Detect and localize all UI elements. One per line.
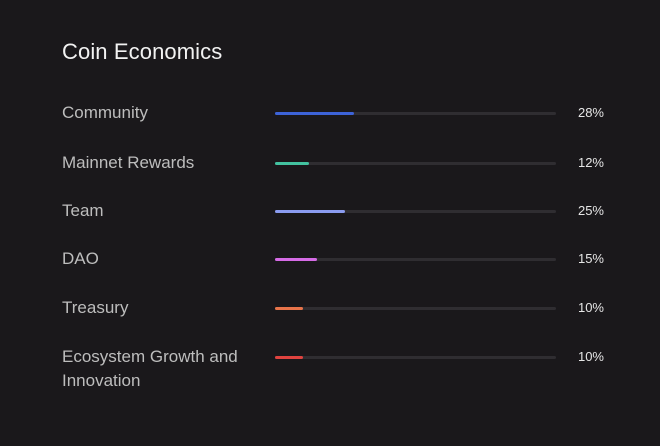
allocation-bar-fill (275, 307, 304, 310)
allocation-label: DAO (62, 249, 99, 268)
allocation-bar-track (275, 307, 556, 310)
allocation-label: Ecosystem Growth and Innovation (62, 347, 238, 390)
allocation-percent: 28% (577, 105, 604, 120)
allocation-bar-track (275, 356, 556, 359)
allocation-bar-fill (275, 258, 318, 261)
allocation-percent: 25% (577, 203, 604, 218)
allocation-bar-fill (275, 162, 309, 165)
allocation-percent: 15% (577, 251, 604, 266)
allocation-bar-fill (275, 210, 346, 213)
allocation-bar-track (275, 112, 556, 115)
panel-title: Coin Economics (62, 39, 223, 64)
allocation-label: Team (62, 201, 104, 220)
allocation-bar-track (275, 258, 556, 261)
allocation-percent: 10% (577, 300, 604, 315)
allocation-percent: 12% (577, 155, 604, 170)
allocation-percent: 10% (577, 349, 604, 364)
allocation-label: Mainnet Rewards (62, 153, 195, 172)
allocation-label: Community (62, 103, 148, 122)
allocation-bar-track (275, 210, 556, 213)
allocation-label: Treasury (62, 298, 129, 317)
allocation-bar-fill (275, 112, 354, 115)
allocation-bar-track (275, 162, 556, 165)
allocation-bar-fill (275, 356, 304, 359)
